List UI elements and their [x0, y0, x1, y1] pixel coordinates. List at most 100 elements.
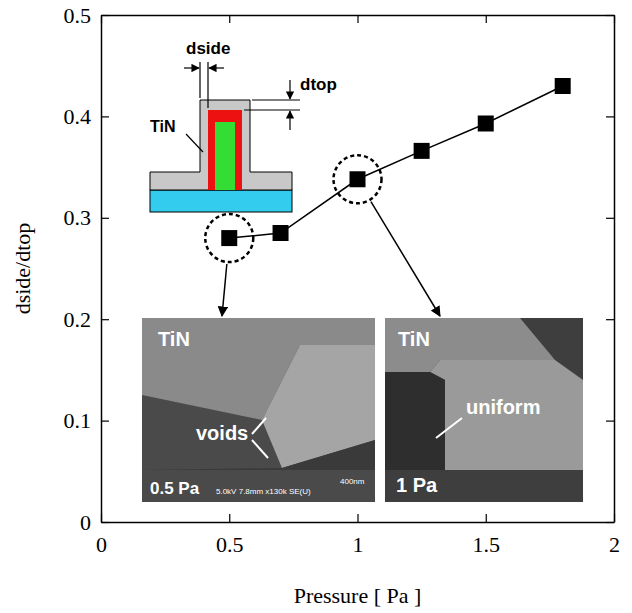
tick-label: 0.4 — [64, 104, 92, 129]
tick-mark — [606, 15, 614, 16]
tick-mark — [101, 319, 109, 320]
tick: 0.2 — [64, 307, 110, 332]
sem-image-left — [142, 318, 375, 502]
inset-label: dside — [186, 39, 230, 58]
y-axis: 0 0.1 0.2 0.3 0.4 0.5 — [64, 3, 110, 535]
tick-mark — [606, 421, 614, 422]
inset-label: dtop — [300, 75, 337, 94]
y-axis-right — [606, 16, 615, 523]
callout-arrow — [371, 202, 440, 316]
image-label: 400nm — [340, 477, 365, 486]
tick — [606, 421, 614, 422]
data-line — [229, 86, 562, 238]
tick: 0.5 — [64, 3, 110, 28]
image-label: 1 Pa — [396, 474, 438, 496]
inset-schematic: dside dtop TiN — [150, 39, 337, 212]
tick-label: 2 — [609, 532, 620, 557]
image-base — [142, 440, 375, 470]
tick-mark — [606, 522, 614, 523]
image-label: 5.0kV 7.8mm x130k SE(U) — [216, 487, 311, 496]
tick-mark — [101, 218, 109, 219]
tick — [606, 319, 614, 320]
tick-label: 0 — [80, 510, 91, 535]
plot: 0 0.5 1 1.5 2 0 0.1 0.2 0.3 0.4 0.5 — [64, 3, 621, 557]
dimension-arrow — [209, 67, 224, 68]
image-label: TiN — [158, 328, 190, 350]
tick — [606, 218, 614, 219]
tick-mark — [229, 15, 230, 23]
tick-mark — [486, 15, 487, 23]
image-pointer — [436, 418, 462, 438]
image-pointer — [252, 440, 268, 458]
tick — [358, 15, 359, 23]
image-label: 0.5 Pa — [150, 479, 200, 498]
x-axis: 0 0.5 1 1.5 2 — [96, 514, 620, 557]
liner — [208, 110, 242, 190]
extension-line — [199, 62, 200, 98]
tick — [606, 15, 614, 16]
tick: 0.4 — [64, 104, 110, 129]
image-label: TiN — [398, 328, 430, 350]
tick: 0 — [80, 510, 109, 535]
tick-mark — [606, 116, 614, 117]
tick-mark — [101, 116, 109, 117]
tick-mark — [101, 15, 109, 16]
tick-mark — [606, 218, 614, 219]
tick-mark — [606, 319, 614, 320]
tick-mark — [229, 514, 230, 522]
tick-label: 0.2 — [64, 307, 92, 332]
axis-line — [614, 16, 616, 523]
tick-label: 1.5 — [473, 532, 501, 557]
data-point — [273, 225, 289, 241]
tick: 0.1 — [64, 408, 110, 433]
extension-line — [244, 109, 300, 110]
data-point — [414, 143, 430, 159]
chart: 0 0.5 1 1.5 2 0 0.1 0.2 0.3 0.4 0.5 Pressure [ Pa ]… — [0, 0, 632, 613]
y-axis-title: dside/dtop — [10, 223, 35, 315]
substrate — [150, 190, 292, 212]
image-label: uniform — [466, 396, 540, 418]
axis-line — [101, 16, 103, 523]
tick-label: 0.1 — [64, 408, 92, 433]
tick-label: 0 — [96, 532, 107, 557]
tick-mark — [357, 514, 358, 522]
tick-mark — [101, 522, 109, 523]
dimension-arrow — [289, 111, 290, 130]
leader-line — [186, 134, 203, 152]
x-axis-title: Pressure [ Pa ] — [294, 583, 422, 608]
dimension-arrow — [184, 67, 199, 68]
data-point — [350, 171, 366, 187]
data-point — [221, 230, 237, 246]
tick-label: 0.3 — [64, 205, 92, 230]
tick: 0.3 — [64, 205, 110, 230]
extension-line — [207, 62, 208, 108]
callout-arrow — [222, 264, 227, 316]
image-pointer — [252, 418, 266, 434]
tick-mark — [486, 514, 487, 522]
tick — [606, 522, 614, 523]
sem-image-right — [385, 318, 583, 502]
tick-mark — [101, 421, 109, 422]
data-point — [478, 115, 494, 131]
highlight-circle — [334, 155, 382, 203]
highlight-circle — [205, 214, 253, 262]
series — [221, 78, 570, 246]
dimension-arrow — [289, 80, 290, 99]
image-label: voids — [196, 422, 248, 444]
tick: 1.5 — [473, 514, 501, 557]
callouts — [205, 155, 440, 316]
tick — [229, 15, 230, 23]
tin-layer — [150, 100, 292, 190]
image-sidewall — [430, 360, 583, 470]
tick: 0.5 — [216, 514, 244, 557]
image-trench — [385, 372, 445, 470]
tick-mark — [357, 15, 358, 23]
extension-line — [252, 99, 300, 100]
tick-label: 1 — [353, 532, 364, 557]
tick: 1 — [353, 514, 364, 557]
x-axis-top — [102, 15, 615, 23]
data-point — [555, 78, 571, 94]
tick — [606, 116, 614, 117]
tick-label: 0.5 — [64, 3, 92, 28]
inset-label: TiN — [150, 118, 175, 135]
